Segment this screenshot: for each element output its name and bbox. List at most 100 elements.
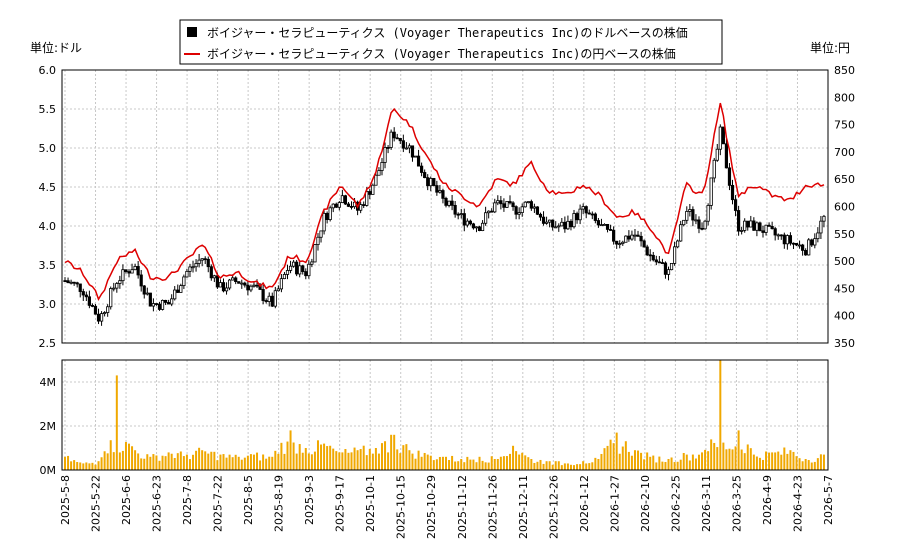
volume-bar	[118, 452, 121, 470]
candle-body	[785, 235, 789, 245]
volume-bar	[786, 453, 789, 470]
candle-body	[124, 269, 128, 272]
candle-body	[203, 258, 207, 261]
candle-body	[758, 222, 762, 232]
x-tick-label: 2026-3-11	[700, 475, 713, 532]
volume-bar	[182, 456, 185, 470]
volume-bar	[176, 453, 179, 470]
candle-body	[502, 203, 506, 208]
candle-body	[804, 249, 808, 256]
candle-body	[487, 210, 491, 214]
candle-body	[450, 200, 454, 206]
volume-bar	[743, 453, 746, 470]
candle-body	[608, 229, 613, 231]
volume-bar	[524, 455, 527, 470]
volume-bar	[155, 455, 158, 470]
volume-bar	[819, 454, 822, 470]
candle-body	[669, 262, 674, 271]
price-plot-frame	[61, 69, 829, 344]
volume-bar	[539, 459, 542, 470]
candle-body	[822, 215, 826, 222]
candle-body	[273, 290, 277, 307]
candle-body	[176, 289, 180, 293]
volume-bar	[326, 446, 329, 470]
x-tick-label: 2026-5-7	[822, 475, 835, 525]
candle-body	[264, 300, 268, 302]
volume-bar	[499, 456, 502, 470]
volume-bar	[332, 448, 335, 470]
volume-bar	[192, 454, 195, 470]
volume-bar	[310, 454, 313, 470]
candle-body	[145, 292, 149, 295]
volume-bar	[682, 452, 685, 470]
candle-body	[231, 277, 235, 281]
volume-bar	[777, 451, 780, 470]
jpy-price-line	[64, 102, 825, 301]
left-tick-label: 4.5	[39, 181, 57, 194]
volume-bar	[228, 454, 231, 470]
candle-body	[319, 230, 323, 238]
candle-body	[301, 265, 305, 272]
candle-body	[624, 235, 628, 243]
right-tick-label: 750	[834, 119, 855, 132]
volume-bar	[752, 454, 755, 470]
volume-bar	[265, 458, 268, 470]
right-tick-label: 350	[834, 337, 855, 350]
volume-bar	[728, 448, 731, 470]
volume-bar	[761, 459, 764, 470]
candle-body	[139, 274, 143, 287]
volume-bar	[822, 454, 825, 470]
candle-body	[118, 280, 122, 284]
candle-body	[93, 305, 98, 315]
candle-body	[459, 213, 463, 215]
candle-body	[240, 282, 244, 285]
volume-bar	[688, 460, 691, 470]
volume-bar	[353, 447, 356, 470]
volume-bar	[527, 457, 530, 470]
volume-bar	[94, 464, 97, 470]
volume-bar	[411, 453, 414, 470]
candle-body	[380, 162, 384, 171]
volume-bar	[316, 440, 319, 470]
volume-bar	[633, 450, 636, 470]
volume-bar	[362, 445, 365, 470]
candle-body	[197, 259, 201, 264]
volume-bar	[755, 456, 758, 470]
candle-body	[142, 285, 146, 295]
volume-bar	[542, 463, 545, 470]
candle-body	[237, 281, 241, 284]
volume-bar	[283, 453, 286, 470]
candle-body	[179, 285, 183, 293]
volume-bar	[594, 457, 597, 470]
volume-bar	[490, 456, 493, 470]
volume-bar	[563, 463, 566, 470]
candle-body	[288, 265, 293, 271]
volume-bar	[307, 453, 310, 470]
volume-bar	[573, 465, 576, 470]
volume-bar	[67, 455, 70, 470]
volume-bar	[216, 460, 219, 470]
volume-bar	[704, 449, 707, 470]
volume-bar	[588, 463, 591, 470]
volume-tick-label: 4M	[40, 376, 57, 389]
candle-body	[642, 240, 646, 248]
candle-body	[532, 206, 536, 209]
candle-body	[438, 190, 442, 193]
volume-bar	[201, 450, 204, 470]
candle-body	[560, 221, 564, 227]
candle-body	[304, 271, 308, 277]
volume-bar	[112, 452, 115, 470]
volume-bar	[82, 463, 85, 470]
candle-body	[551, 219, 555, 228]
candle-body	[529, 201, 533, 209]
volume-bar	[569, 464, 572, 470]
candle-body	[538, 213, 543, 218]
volume-bar	[313, 451, 316, 470]
x-tick-label: 2025-8-19	[273, 475, 286, 532]
candle-body	[648, 254, 652, 257]
volume-bar	[557, 461, 560, 470]
volume-bar	[758, 457, 761, 470]
candle-body	[383, 147, 387, 163]
volume-bar	[368, 448, 371, 470]
candle-body	[679, 224, 683, 242]
